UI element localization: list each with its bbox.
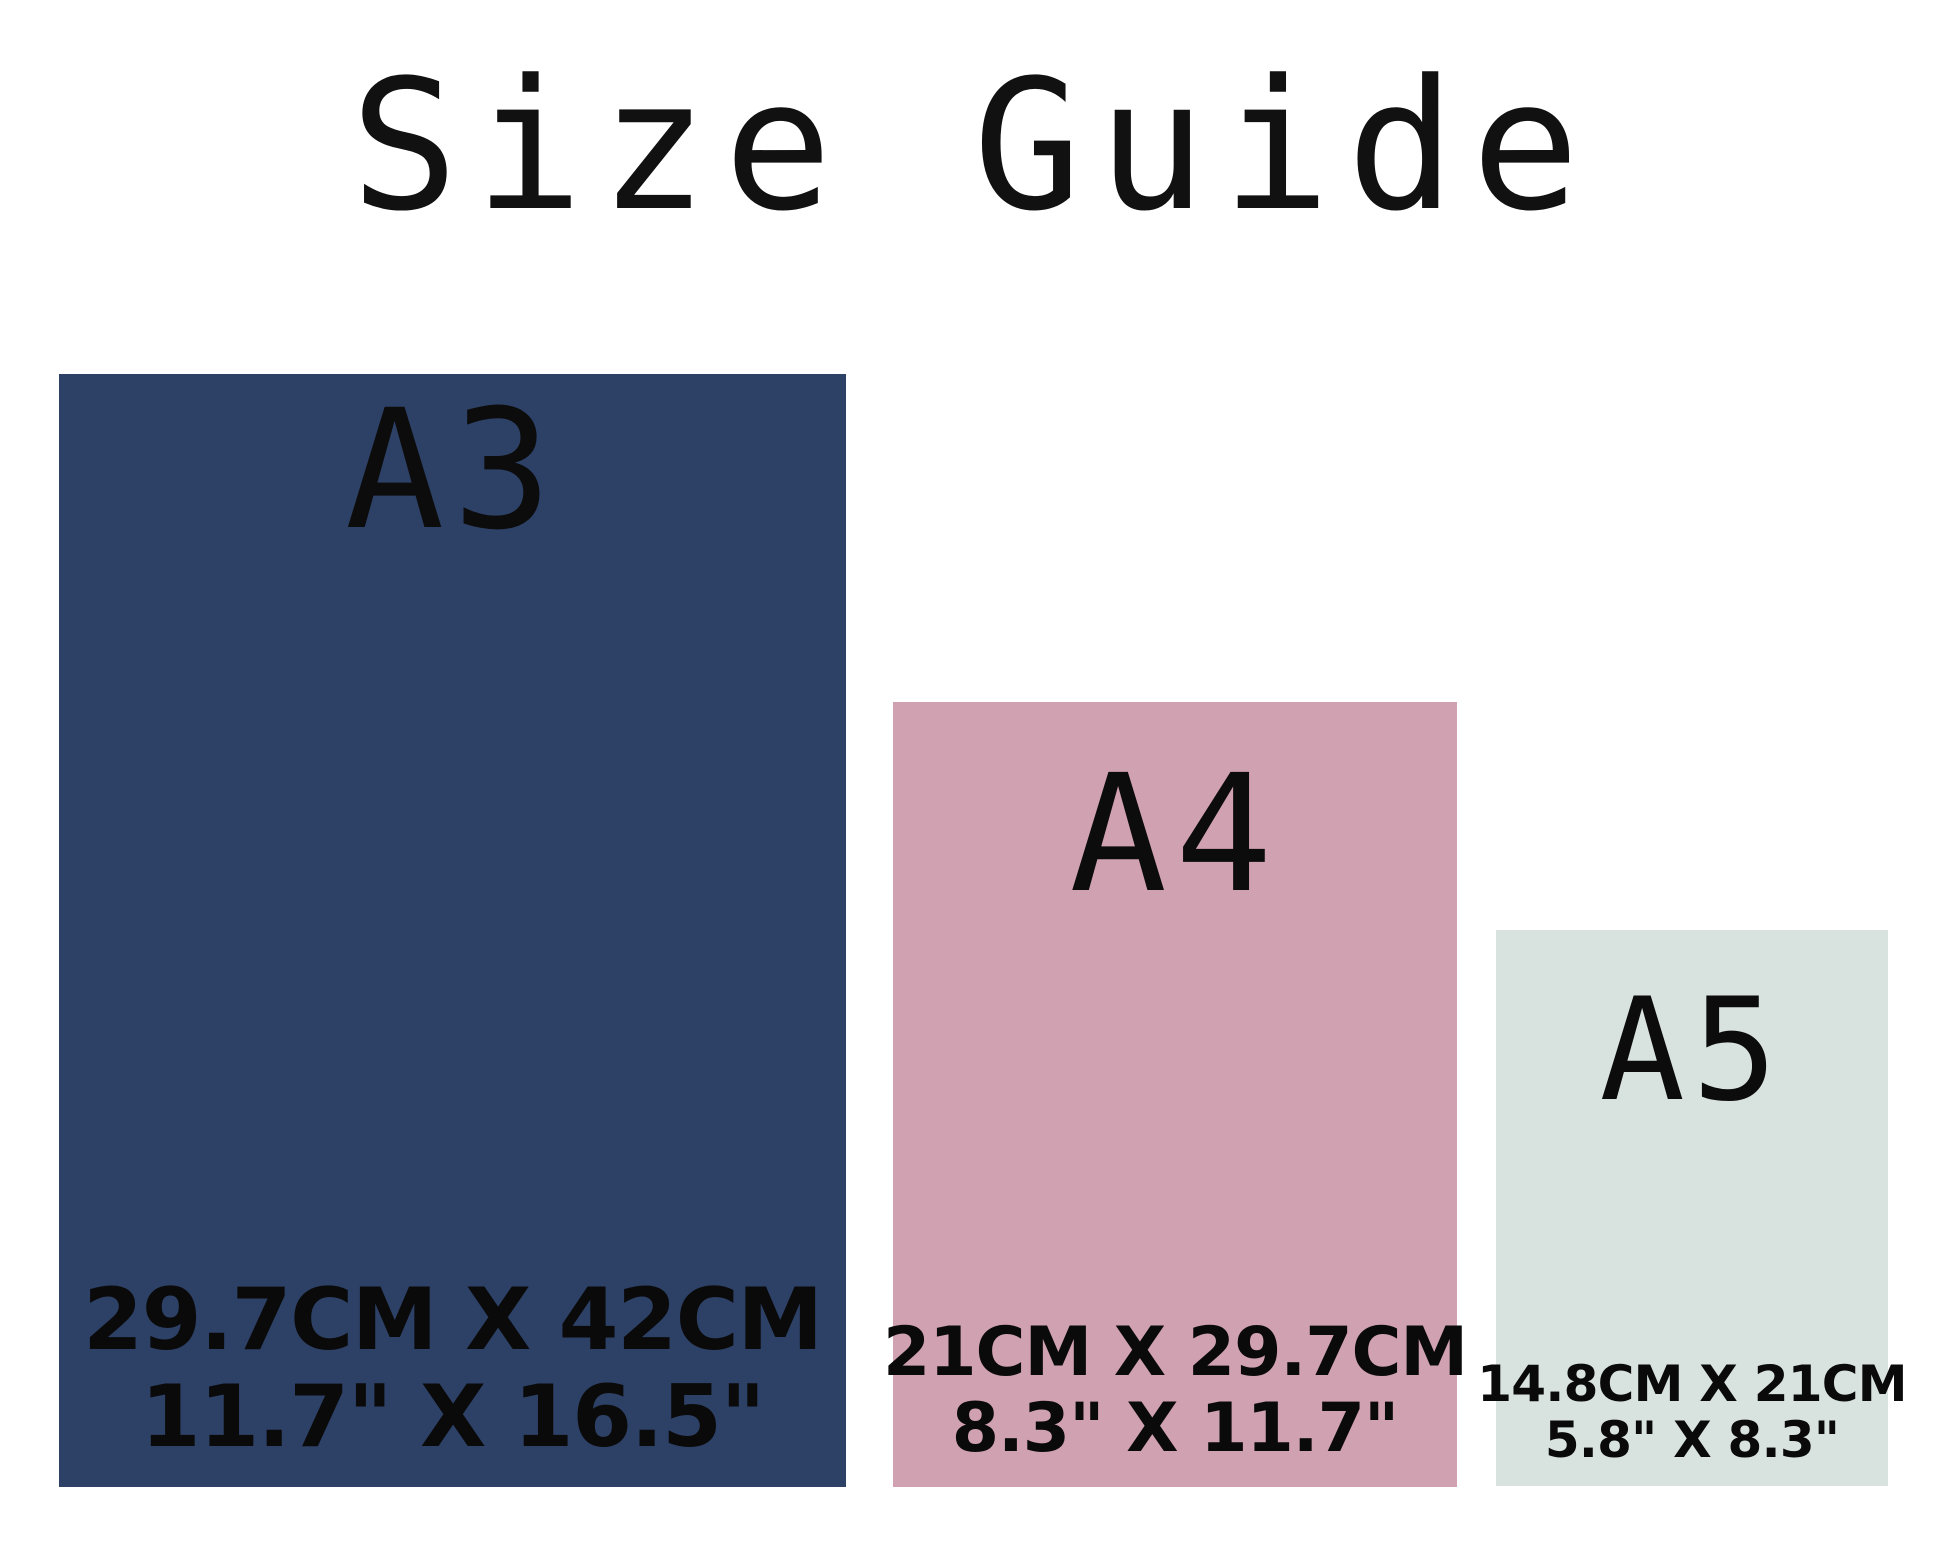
paper-size-a5: A5 14.8CM X 21CM 5.8" X 8.3" [1477, 930, 1907, 1486]
paper-size-a5-metric: 14.8CM X 21CM [1477, 1355, 1907, 1413]
paper-size-a5-imperial: 5.8" X 8.3" [1544, 1411, 1840, 1469]
paper-size-a4-imperial: 8.3" X 11.7" [951, 1388, 1400, 1468]
paper-size-a5-label: A5 [1599, 968, 1785, 1133]
paper-size-a4-metric: 21CM X 29.7CM [882, 1312, 1468, 1392]
paper-size-a3-dimensions: 29.7CM X 42CM 11.7" X 16.5" [83, 1270, 823, 1467]
paper-size-a4-dimensions: 21CM X 29.7CM 8.3" X 11.7" [882, 1312, 1468, 1468]
paper-size-a3-label: A3 [344, 374, 561, 566]
paper-size-a3: A3 29.7CM X 42CM 11.7" X 16.5" [59, 374, 846, 1487]
paper-size-a3-imperial: 11.7" X 16.5" [140, 1366, 766, 1467]
paper-size-a5-dimensions: 14.8CM X 21CM 5.8" X 8.3" [1477, 1355, 1907, 1469]
paper-size-a3-metric: 29.7CM X 42CM [83, 1270, 823, 1371]
page-title: Size Guide [350, 42, 1596, 251]
paper-size-a4-label: A4 [1069, 741, 1281, 929]
paper-size-a4: A4 21CM X 29.7CM 8.3" X 11.7" [883, 702, 1468, 1487]
